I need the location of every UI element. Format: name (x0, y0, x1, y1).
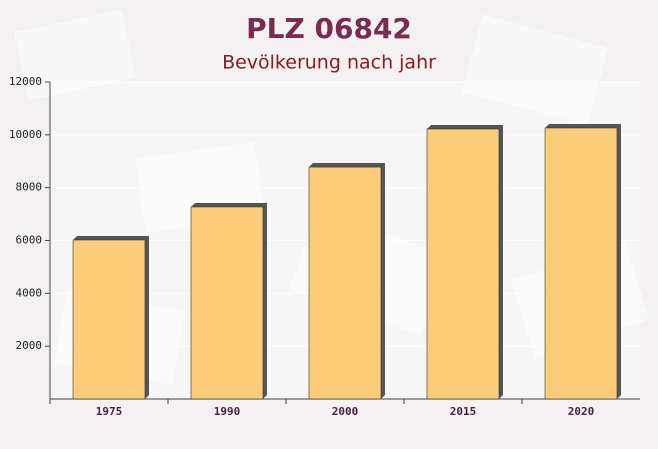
y-tick-label: 8000 (16, 181, 43, 194)
y-tick-label: 10000 (9, 128, 42, 141)
y-tick-label: 2000 (16, 339, 43, 352)
bar (190, 206, 264, 400)
y-tick-label: 6000 (16, 234, 43, 247)
chart-subtitle: Bevölkerung nach jahr (222, 52, 436, 74)
x-tick-label: 1990 (214, 405, 241, 418)
x-tick-label: 2015 (450, 405, 477, 418)
bar (72, 239, 146, 400)
bar (544, 127, 618, 400)
y-tick-label: 12000 (9, 75, 42, 88)
x-tick-label: 2020 (568, 405, 595, 418)
bar (308, 166, 382, 400)
chart-title: PLZ 06842 (246, 12, 412, 45)
x-tick-label: 1975 (96, 405, 123, 418)
bar (426, 128, 500, 400)
y-tick-label: 4000 (16, 286, 43, 299)
x-tick-label: 2000 (332, 405, 359, 418)
